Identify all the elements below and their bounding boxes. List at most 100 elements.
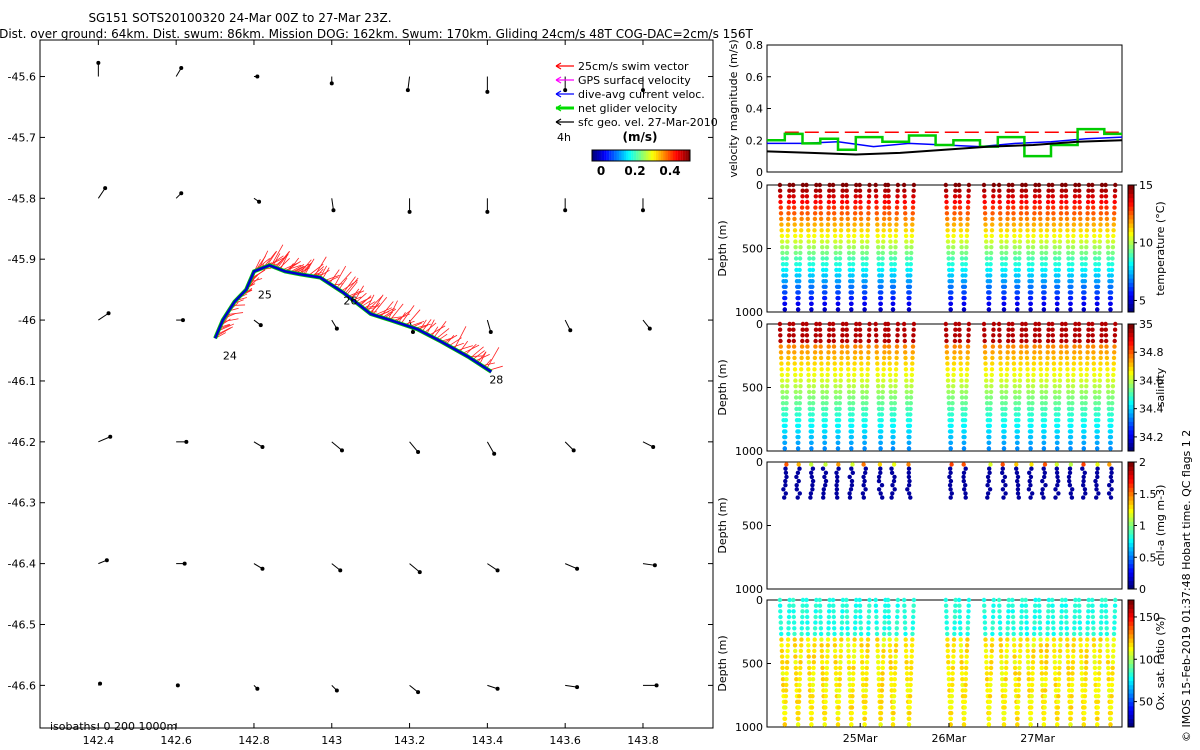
profile-point: [805, 211, 810, 216]
profile-point: [811, 250, 816, 256]
profile-point: [844, 333, 850, 338]
profile-point: [1111, 222, 1117, 227]
profile-point: [1084, 239, 1089, 244]
profile-point: [952, 216, 957, 222]
profile-point: [1099, 182, 1105, 188]
profile-point: [944, 199, 949, 205]
profile-colorbar-label: Ox. sat. ratio (%): [1154, 617, 1167, 711]
profile-point: [792, 637, 797, 642]
geo-vector-head: [175, 683, 180, 688]
profile-point: [1016, 418, 1021, 423]
profile-point: [844, 194, 850, 199]
profile-point: [1051, 637, 1057, 642]
profile-colorbar-cell: [1128, 701, 1134, 707]
profile-point: [839, 344, 845, 349]
profile-point: [1110, 395, 1115, 400]
profile-point: [783, 295, 788, 301]
profile-point: [1045, 637, 1050, 642]
profile-point: [1109, 466, 1114, 471]
profile-point: [1109, 279, 1114, 284]
legend-time-note: 4h: [557, 131, 571, 144]
profile-point: [888, 389, 893, 395]
profile-point: [990, 361, 995, 366]
profile-point: [999, 671, 1005, 676]
profile-point: [1092, 389, 1098, 395]
profile-point: [891, 710, 896, 716]
profile-point: [795, 470, 801, 475]
profile-point: [963, 688, 968, 693]
colorbar-cell: [670, 150, 673, 161]
profile-point: [1043, 256, 1049, 261]
profile-point: [1095, 284, 1101, 289]
profile-point: [797, 273, 802, 278]
profile-point: [966, 199, 971, 205]
geo-vector-head: [416, 450, 421, 455]
profile-point: [983, 367, 988, 372]
profile-point: [966, 338, 971, 344]
profile-point: [1113, 597, 1118, 603]
profile-point: [836, 710, 841, 716]
colorbar-cell: [653, 150, 656, 161]
profile-point: [960, 682, 965, 688]
profile-point: [836, 284, 842, 289]
profile-point: [984, 389, 989, 395]
profile-point: [886, 333, 891, 338]
swim-vector: [304, 258, 315, 276]
profile-point: [820, 466, 826, 471]
profile-point: [849, 722, 854, 727]
swim-vector: [280, 254, 288, 270]
profile-point: [792, 361, 797, 366]
profile-point: [860, 406, 866, 412]
profile-point: [796, 301, 801, 306]
profile-point: [989, 660, 994, 665]
profile-point: [890, 491, 895, 496]
profile-colorbar-label: chl-a (mg m-3): [1154, 485, 1167, 567]
profile-point: [1057, 384, 1062, 389]
swim-vector: [435, 328, 450, 340]
profile-point: [1097, 245, 1102, 250]
profile-point: [911, 597, 917, 603]
profile-point: [1066, 401, 1072, 406]
profile-point: [822, 722, 827, 727]
profile-point: [1109, 694, 1114, 699]
profile-point: [885, 321, 891, 327]
profile-point: [984, 395, 990, 400]
profile-point: [984, 384, 989, 389]
profile-point: [1058, 355, 1064, 361]
profile-point: [1065, 654, 1071, 659]
profile-point: [1091, 631, 1096, 637]
profile-point: [825, 222, 831, 227]
profile-point: [1055, 307, 1060, 312]
profile-point: [952, 614, 958, 620]
profile-point: [804, 182, 809, 188]
profile-point: [903, 648, 909, 654]
profile-point: [1042, 694, 1048, 699]
profile-point: [984, 245, 989, 250]
profile-point: [779, 643, 784, 648]
profile-point: [1110, 245, 1116, 250]
profile-point: [890, 446, 896, 451]
geo-vector-head: [184, 439, 189, 444]
profile-point: [962, 301, 967, 306]
profile-point: [905, 487, 910, 492]
profile-point: [1017, 250, 1022, 256]
profile-point: [1031, 637, 1037, 642]
profile-point: [786, 631, 791, 637]
profile-point: [858, 205, 863, 210]
profile-point: [822, 474, 827, 480]
velocity-ytick-label: 0.4: [746, 103, 764, 116]
profile-point: [990, 620, 996, 625]
profile-point: [891, 699, 897, 704]
profile-point: [819, 367, 824, 372]
profile-point: [834, 487, 840, 492]
profile-point: [791, 603, 796, 608]
profile-point: [810, 682, 816, 688]
profile-point: [817, 327, 823, 332]
profile-point: [1018, 211, 1024, 216]
profile-point: [895, 609, 900, 614]
profile-point: [1039, 401, 1045, 406]
profile-point: [836, 295, 841, 301]
profile-point: [1083, 250, 1089, 256]
profile-point: [1016, 406, 1021, 412]
profile-point: [840, 182, 846, 188]
